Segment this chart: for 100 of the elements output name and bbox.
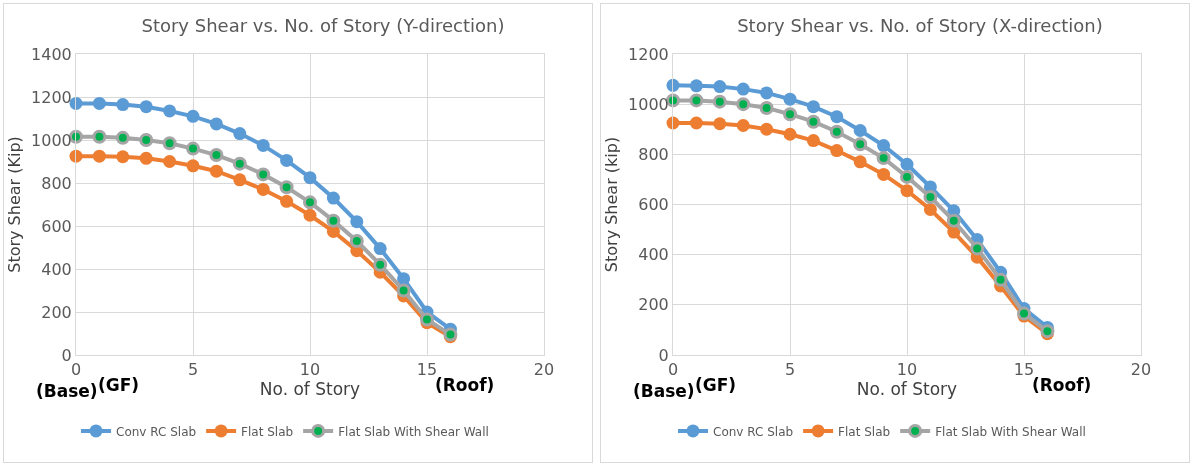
point bbox=[853, 155, 867, 169]
y-tick-label: 800 bbox=[41, 173, 72, 193]
y-tick-label: 0 bbox=[658, 345, 669, 365]
point bbox=[186, 109, 200, 123]
point bbox=[303, 171, 317, 185]
point bbox=[877, 167, 891, 181]
point bbox=[877, 139, 891, 153]
point bbox=[233, 173, 247, 187]
y-tick-label: 1000 bbox=[628, 94, 669, 114]
text: (Base) bbox=[633, 381, 695, 401]
x-tick-label: 15 bbox=[1013, 360, 1035, 380]
legend-label: Flat Slab bbox=[838, 424, 891, 439]
point bbox=[806, 114, 821, 129]
point bbox=[209, 117, 223, 131]
point bbox=[256, 167, 271, 182]
point bbox=[139, 100, 153, 114]
point bbox=[303, 195, 317, 210]
point bbox=[186, 141, 200, 156]
point bbox=[163, 155, 177, 168]
legend-label: Flat Slab bbox=[241, 424, 294, 439]
y-tick-label: 400 bbox=[638, 245, 669, 265]
point bbox=[209, 164, 223, 178]
text: (Base) bbox=[36, 381, 98, 401]
y-tick-label: 1400 bbox=[31, 44, 72, 64]
point bbox=[326, 213, 341, 228]
legend-label: Conv RC Slab bbox=[116, 424, 197, 439]
point bbox=[420, 312, 434, 327]
point bbox=[280, 194, 294, 208]
y-tick-label: 800 bbox=[638, 144, 669, 164]
point bbox=[900, 169, 914, 184]
point bbox=[232, 156, 247, 171]
point bbox=[713, 80, 727, 94]
x-tick-label: 10 bbox=[299, 360, 321, 380]
text: (GF) bbox=[98, 375, 140, 395]
y-tick-label: 1200 bbox=[31, 87, 72, 107]
point bbox=[256, 182, 270, 196]
point bbox=[760, 86, 774, 100]
point bbox=[830, 110, 844, 124]
point bbox=[279, 180, 294, 195]
point bbox=[396, 283, 411, 298]
point bbox=[92, 149, 106, 163]
point bbox=[783, 92, 797, 106]
point bbox=[713, 117, 727, 131]
point bbox=[349, 234, 364, 249]
point bbox=[280, 153, 294, 167]
point bbox=[256, 138, 270, 152]
point bbox=[116, 150, 130, 164]
y-axis-title: Story Shear (Kip) bbox=[4, 136, 24, 273]
legend-label: Flat Slab With Shear Wall bbox=[935, 424, 1086, 439]
chart-title: Story Shear vs. No. of Story (Y-direction) bbox=[141, 15, 505, 37]
point bbox=[923, 189, 938, 204]
x-tick-label: 10 bbox=[896, 360, 918, 380]
point bbox=[900, 157, 914, 171]
point bbox=[689, 93, 704, 108]
text: (Roof) bbox=[1032, 375, 1092, 395]
point bbox=[806, 100, 820, 114]
point bbox=[162, 136, 177, 151]
point bbox=[853, 137, 868, 152]
point bbox=[783, 107, 797, 122]
point bbox=[736, 97, 751, 112]
point bbox=[209, 148, 224, 163]
legend-label: Flat Slab With Shear Wall bbox=[338, 424, 489, 439]
point bbox=[326, 191, 340, 205]
x-tick-label: 5 bbox=[187, 360, 199, 380]
point bbox=[397, 272, 411, 286]
y-tick-label: 600 bbox=[41, 216, 72, 236]
y-tick-label: 0 bbox=[61, 345, 72, 365]
point bbox=[993, 272, 1008, 287]
legend-label: Conv RC Slab bbox=[713, 424, 794, 439]
y-tick-label: 600 bbox=[638, 195, 669, 215]
x-tick-label: 15 bbox=[416, 360, 438, 380]
point bbox=[186, 159, 200, 173]
y-tick-label: 200 bbox=[41, 302, 72, 322]
x-tick-label: 20 bbox=[533, 360, 555, 380]
point bbox=[92, 129, 107, 144]
point bbox=[829, 124, 844, 139]
point bbox=[163, 104, 177, 118]
x-axis-title: No. of Story bbox=[259, 379, 361, 400]
y-tick-label: 200 bbox=[638, 295, 669, 315]
point bbox=[689, 79, 703, 93]
point bbox=[373, 242, 387, 256]
y-tick-label: 1200 bbox=[628, 44, 669, 64]
point bbox=[760, 122, 774, 136]
point bbox=[759, 100, 774, 115]
point bbox=[689, 116, 703, 130]
point bbox=[946, 213, 961, 228]
x-axis-title: No. of Story bbox=[856, 379, 958, 400]
point bbox=[712, 94, 727, 109]
text: (Roof) bbox=[435, 375, 495, 395]
point bbox=[373, 257, 388, 272]
point bbox=[350, 215, 364, 229]
x-tick-label: 5 bbox=[784, 360, 796, 380]
text: (GF) bbox=[695, 375, 737, 395]
point bbox=[900, 184, 914, 198]
point bbox=[233, 127, 247, 141]
y-tick-label: 1000 bbox=[31, 130, 72, 150]
chart-title: Story Shear vs. No. of Story (X-direction) bbox=[737, 15, 1103, 37]
y-tick-label: 400 bbox=[41, 259, 72, 279]
x-tick-label: 20 bbox=[1130, 360, 1152, 380]
point bbox=[736, 82, 750, 96]
